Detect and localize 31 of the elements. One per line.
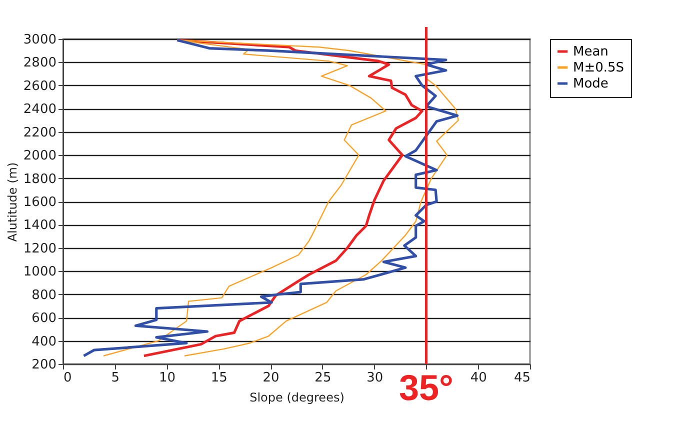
y-tick-label: 2000: [23, 148, 56, 164]
y-tick-label: 1200: [23, 241, 56, 256]
y-tick-label: 2400: [23, 102, 56, 118]
y-tick-label: 1000: [23, 264, 56, 280]
y-tick-label: 2200: [23, 125, 56, 140]
x-axis-title: Slope (degrees): [250, 390, 344, 404]
x-tick-label: 20: [262, 370, 280, 386]
legend-label: Mode: [573, 76, 608, 92]
y-tick-label: 2800: [23, 56, 56, 71]
x-tick-label: 0: [64, 370, 72, 386]
y-tick-label: 1400: [23, 218, 56, 234]
x-tick-label: 15: [210, 370, 228, 386]
y-tick-label: 1800: [23, 172, 56, 187]
y-tick-label: 200: [32, 358, 56, 372]
line-series: [82, 39, 459, 358]
y-axis-title: Alutitude (m): [5, 162, 20, 242]
y-tick-label: 600: [32, 311, 56, 326]
x-tick-label: 10: [159, 370, 176, 386]
x-tick-label: 45: [514, 370, 530, 386]
y-tick-label: 1600: [23, 195, 56, 210]
y-tick-label: 2600: [23, 78, 56, 94]
legend-label: M±0.5S: [573, 60, 624, 76]
x-tick-label: 30: [366, 370, 384, 386]
x-tick-label: 40: [470, 370, 487, 386]
x-tick-label: 5: [111, 370, 120, 386]
y-tick-label: 800: [32, 288, 56, 303]
y-tick-label: 400: [32, 334, 56, 350]
ref-line-label: 35°: [398, 367, 454, 408]
x-tick-label: 25: [314, 370, 332, 386]
y-tick-label: 3000: [23, 32, 56, 48]
legend-label: Mean: [573, 44, 608, 60]
